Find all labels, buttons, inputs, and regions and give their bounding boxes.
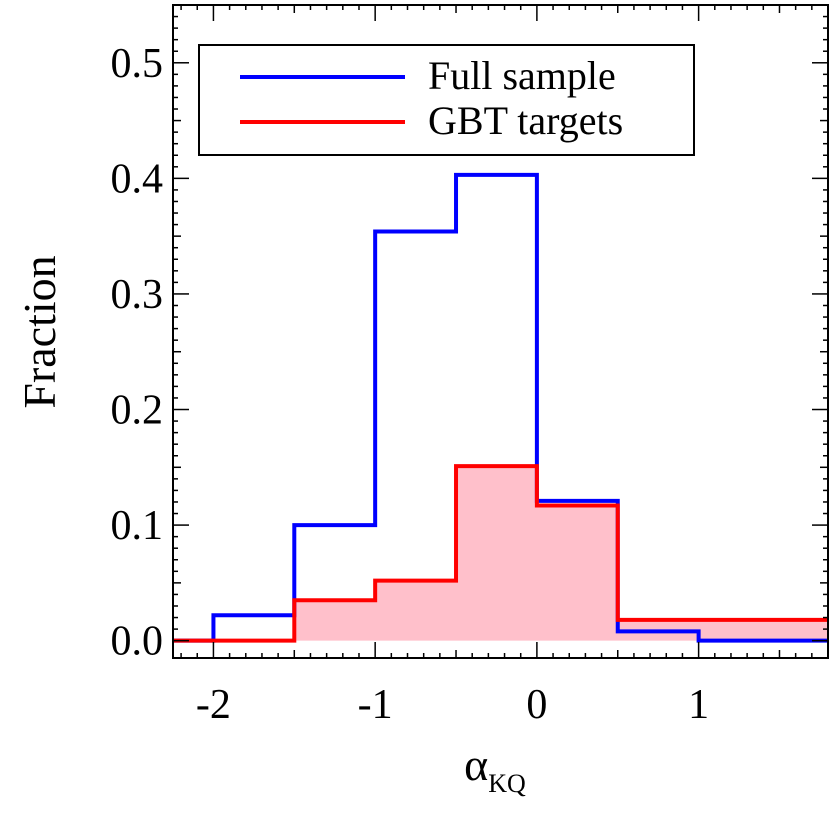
y-tick-label: 0.4 (111, 156, 164, 202)
y-tick-label: 0.1 (111, 503, 164, 549)
y-tick-label: 0.3 (111, 272, 164, 318)
fill-layer (173, 466, 828, 641)
x-axis-subscript: KQ (488, 769, 526, 798)
y-tick-label: 0.0 (111, 619, 164, 665)
axes-layer: -2 -1 0 1 0.0 0.1 0.2 0.3 0.4 0.5 (111, 4, 829, 728)
series-fill-gbt-targets (173, 466, 828, 641)
y-tick-label: 0.2 (111, 388, 164, 434)
series-layer (173, 172, 828, 643)
series-line-full-sample (173, 172, 828, 643)
x-tick-label: -1 (358, 682, 393, 728)
legend-box (198, 44, 695, 156)
legend-label-gbt-targets: GBT targets (428, 98, 623, 143)
y-axis-title: Fraction (14, 255, 65, 408)
x-tick-label: 0 (526, 682, 547, 728)
x-axis-title: αKQ (464, 739, 526, 798)
x-tick-label: 1 (688, 682, 709, 728)
legend: Full sample GBT targets (198, 44, 695, 156)
y-tick-label: 0.5 (111, 41, 164, 87)
plot-frame (172, 4, 829, 659)
legend-label-full-sample: Full sample (428, 53, 616, 98)
x-axis-symbol: α (464, 739, 488, 790)
x-tick-label: -2 (196, 682, 231, 728)
series-line-gbt-targets (173, 464, 828, 643)
